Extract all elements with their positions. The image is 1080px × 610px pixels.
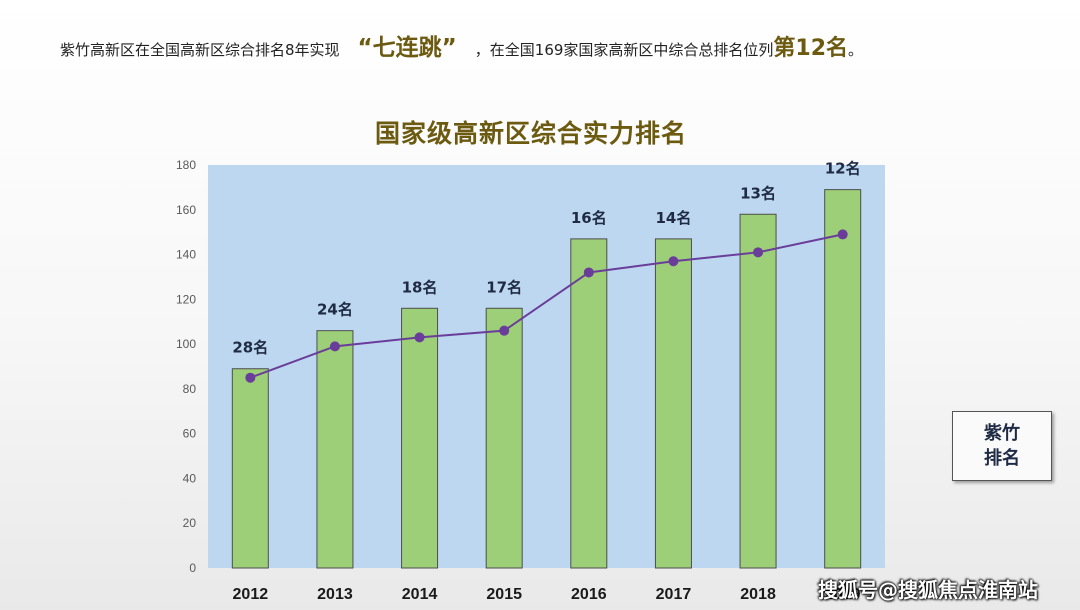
y-tick-label: 180 [176,158,196,172]
bar [570,238,608,569]
x-tick-label: 2019 [825,586,861,603]
data-label: 16名 [571,209,607,227]
trend-point [668,256,679,267]
x-tick-label: 2013 [317,586,353,603]
headline-text-1: 紫竹高新区在全国高新区综合排名8年实现 [60,41,340,59]
y-tick-label: 160 [176,203,196,217]
trend-point [499,325,510,336]
y-tick-label: 80 [183,382,197,396]
y-tick-label: 0 [189,561,196,575]
legend-line-2: 排名 [984,448,1020,469]
headline: 紫竹高新区在全国高新区综合排名8年实现 “七连跳” ，在全国169家国家高新区中… [60,28,863,62]
data-label: 13名 [740,184,776,202]
headline-rank: 第12名 [773,36,849,61]
trend-point [583,267,594,278]
y-tick-label: 60 [183,427,197,441]
bar [739,213,777,569]
data-label: 24名 [317,301,353,319]
y-tick-label: 120 [176,292,196,306]
bar [654,238,692,569]
trend-point [414,332,425,343]
trend-point [329,341,340,352]
legend-line-1: 紫竹 [984,423,1020,444]
headline-end: 。 [848,41,864,59]
y-tick-label: 20 [183,516,197,530]
x-tick-label: 2012 [233,586,269,603]
data-label: 17名 [486,278,522,296]
bar [231,368,269,569]
trend-line [249,233,843,379]
data-label: 28名 [232,339,268,357]
x-tick-label: 2018 [740,586,776,603]
x-tick-label: 2017 [656,586,692,603]
x-tick-label: 2015 [486,586,522,603]
data-label: 14名 [656,209,692,227]
bar [824,189,862,569]
headline-text-2: ，在全国169家国家高新区中综合总排名位列 [474,41,774,59]
bar [316,330,354,569]
bar [485,307,523,569]
y-tick-label: 100 [176,337,196,351]
trend-point [837,229,848,240]
trend-point [753,247,764,258]
trend-point [245,372,256,383]
data-label: 12名 [825,160,861,178]
legend-box: 紫竹 排名 [952,411,1052,481]
chart-title: 国家级高新区综合实力排名 [374,119,687,148]
x-tick-label: 2016 [571,586,607,603]
y-tick-label: 140 [176,248,196,262]
plot-area [208,165,885,568]
bar [401,307,439,569]
y-tick-label: 40 [183,471,197,485]
x-tick-label: 2014 [402,586,438,603]
headline-quote: “七连跳” [357,35,457,61]
data-label: 18名 [402,278,438,296]
watermark: 搜狐号@搜狐焦点淮南站 [818,578,1038,602]
